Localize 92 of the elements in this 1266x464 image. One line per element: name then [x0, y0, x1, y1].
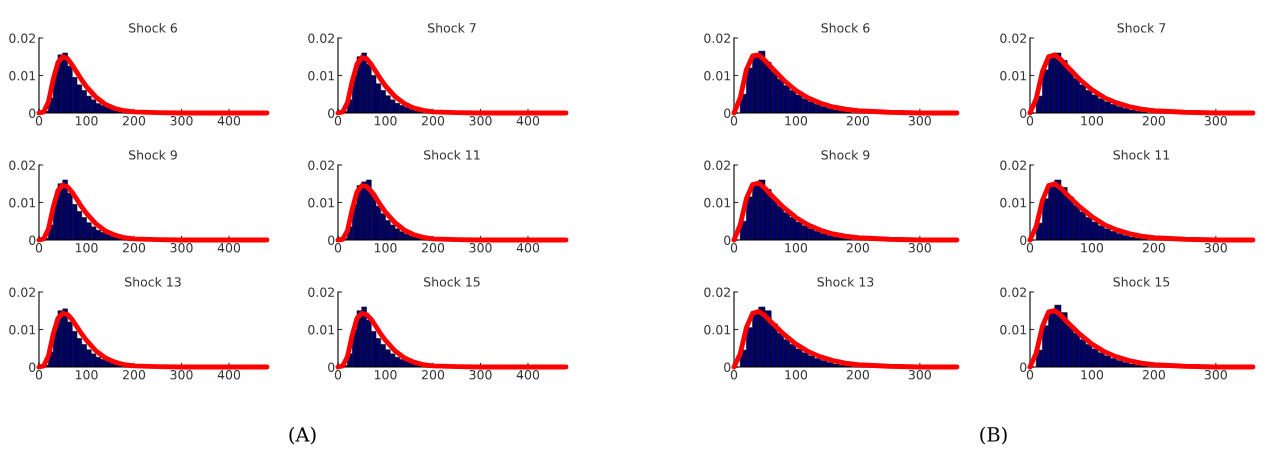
x-tick-label: 200	[846, 116, 869, 126]
y-tick-label: 0	[1020, 235, 1027, 245]
x-tick-label: 200	[846, 370, 869, 380]
x-tick-label: 400	[217, 243, 241, 253]
y-tick-label: 0.02	[9, 33, 35, 43]
x-tick-label: 300	[1204, 370, 1227, 380]
x-tick-label: 300	[170, 370, 193, 380]
y-tick-label: 0	[1020, 108, 1027, 118]
y-tick-label: 0	[29, 108, 36, 118]
chart-title: Shock 13	[817, 276, 874, 287]
y-tick-label: 0.02	[1000, 160, 1026, 170]
x-tick-label: 100	[374, 243, 397, 253]
x-tick-label: 300	[469, 370, 492, 380]
x-tick-label: 400	[516, 116, 540, 126]
y-tick-label: 0.02	[308, 160, 334, 170]
x-tick-label: 300	[1204, 116, 1227, 126]
x-tick-label: 300	[1204, 243, 1227, 253]
x-tick-label: 200	[1142, 116, 1165, 126]
y-tick-label: 0.02	[704, 160, 730, 170]
y-tick-label: 0.02	[1000, 33, 1026, 43]
y-tick-label: 0	[328, 108, 335, 118]
x-tick-label: 100	[1081, 243, 1104, 253]
x-tick-label: 200	[122, 116, 146, 126]
x-tick-label: 100	[785, 243, 808, 253]
chart-title: Shock 9	[129, 149, 177, 160]
y-tick-label: 0.01	[704, 197, 731, 208]
x-tick-label: 100	[1081, 116, 1104, 126]
y-tick-label: 0	[328, 362, 335, 372]
chart-title: Shock 7	[428, 22, 476, 33]
x-tick-label: 200	[122, 370, 146, 380]
y-tick-label: 0.01	[308, 324, 335, 335]
y-tick-label: 0	[1020, 362, 1027, 372]
y-tick-label: 0.02	[704, 33, 730, 43]
y-tick-label: 0	[29, 362, 36, 372]
x-tick-label: 100	[1081, 370, 1104, 380]
chart-title: Shock 6	[821, 22, 870, 33]
y-tick-label: 0.02	[704, 287, 730, 297]
chart-title: Shock 15	[1113, 276, 1170, 287]
y-tick-label: 0	[724, 362, 731, 372]
x-tick-label: 300	[170, 116, 193, 126]
x-tick-label: 100	[785, 116, 808, 126]
y-tick-label: 0.02	[1000, 287, 1026, 297]
y-tick-label: 0.01	[1000, 197, 1027, 208]
x-tick-label: 100	[785, 370, 808, 380]
y-tick-label: 0.02	[9, 287, 35, 297]
x-tick-label: 400	[516, 370, 540, 380]
x-tick-label: 200	[421, 243, 445, 253]
y-tick-label: 0.01	[9, 197, 36, 208]
x-tick-label: 200	[1142, 243, 1165, 253]
y-tick-label: 0.01	[704, 70, 731, 81]
x-tick-label: 100	[374, 116, 397, 126]
x-tick-label: 300	[469, 243, 492, 253]
y-tick-label: 0.02	[308, 33, 334, 43]
text: (B)	[980, 426, 1007, 445]
x-tick-label: 300	[908, 370, 931, 380]
y-tick-label: 0.01	[1000, 70, 1027, 81]
x-tick-label: 100	[75, 243, 98, 253]
chart-title: Shock 6	[129, 22, 177, 33]
y-tick-label: 0.01	[704, 324, 731, 335]
text: (A)	[289, 426, 316, 445]
x-tick-label: 200	[846, 243, 869, 253]
x-tick-label: 300	[908, 243, 931, 253]
y-tick-label: 0.01	[9, 324, 36, 335]
y-tick-label: 0	[724, 108, 731, 118]
chart-title: Shock 15	[424, 276, 480, 287]
x-tick-label: 400	[516, 243, 540, 253]
x-tick-label: 200	[421, 116, 445, 126]
y-tick-label: 0.02	[9, 160, 35, 170]
x-tick-label: 200	[1142, 370, 1165, 380]
chart-title: Shock 11	[1113, 149, 1170, 160]
x-tick-label: 400	[217, 370, 241, 380]
x-tick-label: 200	[421, 370, 445, 380]
chart-title: Shock 7	[1117, 22, 1166, 33]
x-tick-label: 100	[374, 370, 397, 380]
chart-title: Shock 9	[821, 149, 870, 160]
y-tick-label: 0.02	[308, 287, 334, 297]
x-tick-label: 300	[908, 116, 931, 126]
y-tick-label: 0.01	[1000, 324, 1027, 335]
chart-title: Shock 11	[424, 149, 480, 160]
x-tick-label: 300	[170, 243, 193, 253]
y-tick-label: 0	[724, 235, 731, 245]
y-tick-label: 0.01	[9, 70, 36, 81]
x-tick-label: 300	[469, 116, 492, 126]
y-tick-label: 0.01	[308, 70, 335, 81]
y-tick-label: 0	[328, 235, 335, 245]
x-tick-label: 200	[122, 243, 146, 253]
y-tick-label: 0.01	[308, 197, 335, 208]
chart-title: Shock 13	[125, 276, 181, 287]
y-tick-label: 0	[29, 235, 36, 245]
x-tick-label: 100	[75, 116, 98, 126]
x-tick-label: 400	[217, 116, 241, 126]
x-tick-label: 100	[75, 370, 98, 380]
